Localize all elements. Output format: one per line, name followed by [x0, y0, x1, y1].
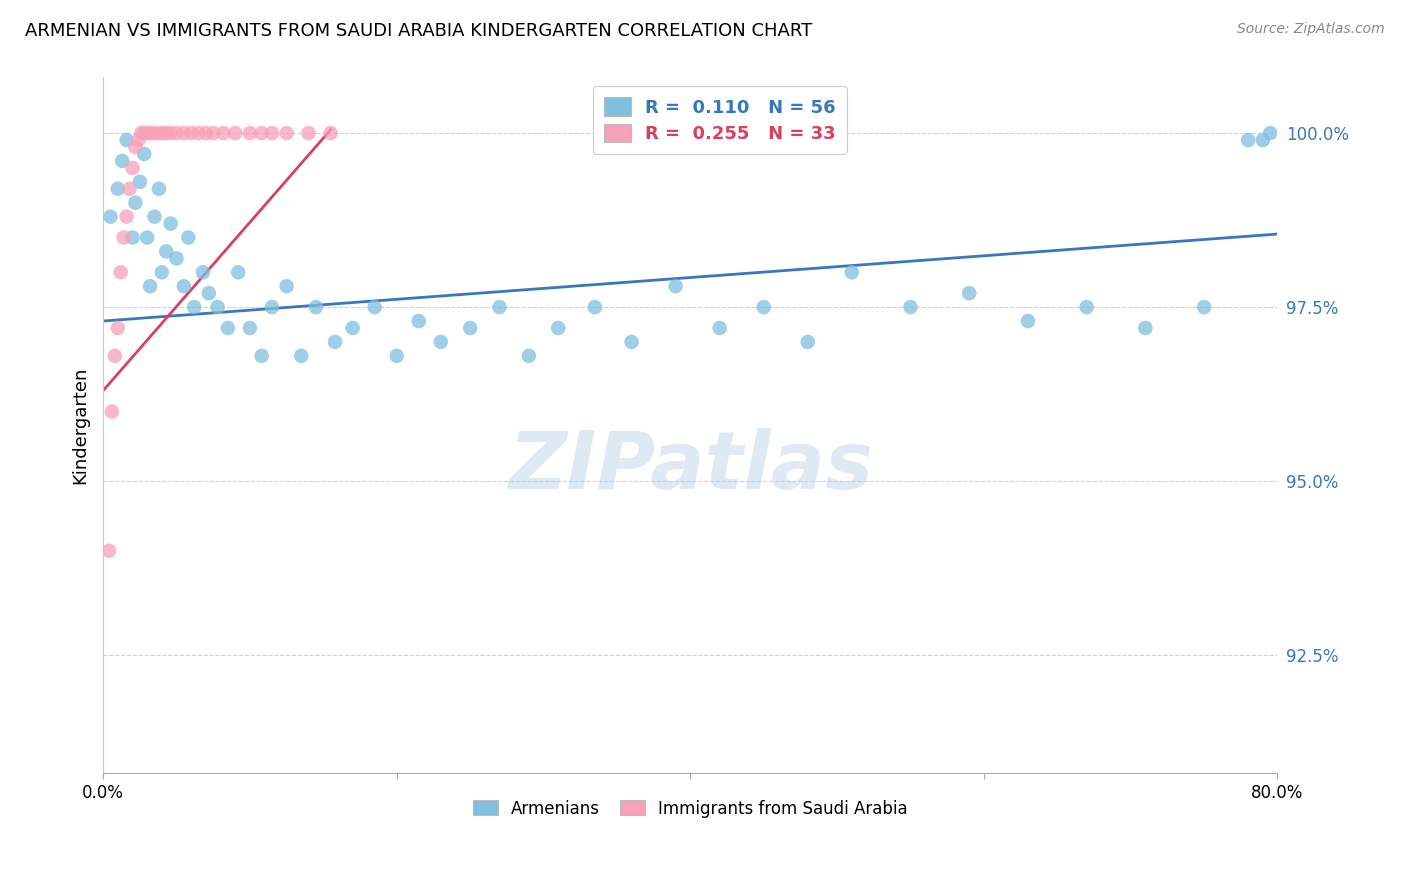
Point: [118, 182, 141, 196]
Point: [709, 321, 731, 335]
Point: [239, 126, 262, 140]
Point: [796, 334, 818, 349]
Point: [136, 126, 159, 140]
Point: [488, 300, 510, 314]
Point: [155, 126, 177, 140]
Point: [250, 126, 273, 140]
Point: [121, 230, 143, 244]
Point: [620, 334, 643, 349]
Point: [112, 230, 135, 244]
Text: ZIPatlas: ZIPatlas: [508, 428, 873, 506]
Point: [900, 300, 922, 314]
Point: [202, 126, 225, 140]
Point: [159, 126, 181, 140]
Point: [1258, 126, 1281, 140]
Point: [1017, 314, 1039, 328]
Point: [127, 133, 149, 147]
Point: [217, 321, 239, 335]
Point: [207, 300, 229, 314]
Point: [239, 321, 262, 335]
Point: [173, 126, 195, 140]
Point: [298, 126, 321, 140]
Point: [385, 349, 408, 363]
Point: [173, 279, 195, 293]
Point: [408, 314, 430, 328]
Point: [159, 217, 181, 231]
Point: [212, 126, 235, 140]
Point: [319, 126, 342, 140]
Point: [110, 265, 132, 279]
Point: [276, 126, 298, 140]
Point: [665, 279, 688, 293]
Point: [323, 334, 346, 349]
Point: [134, 126, 156, 140]
Y-axis label: Kindergarten: Kindergarten: [72, 367, 89, 484]
Point: [305, 300, 328, 314]
Point: [260, 126, 283, 140]
Point: [290, 349, 312, 363]
Point: [98, 543, 121, 558]
Point: [148, 182, 170, 196]
Point: [1076, 300, 1098, 314]
Point: [134, 147, 156, 161]
Point: [224, 126, 246, 140]
Point: [166, 126, 188, 140]
Point: [364, 300, 387, 314]
Point: [180, 126, 202, 140]
Point: [547, 321, 569, 335]
Point: [841, 265, 863, 279]
Point: [136, 230, 159, 244]
Point: [129, 126, 152, 140]
Point: [187, 126, 209, 140]
Point: [139, 279, 162, 293]
Point: [429, 334, 451, 349]
Point: [100, 210, 122, 224]
Point: [957, 286, 980, 301]
Point: [260, 300, 283, 314]
Point: [583, 300, 606, 314]
Point: [342, 321, 364, 335]
Point: [517, 349, 540, 363]
Point: [155, 244, 177, 259]
Point: [107, 321, 129, 335]
Point: [150, 265, 173, 279]
Point: [101, 404, 124, 418]
Point: [194, 126, 217, 140]
Point: [124, 140, 146, 154]
Point: [145, 126, 167, 140]
Point: [141, 126, 163, 140]
Point: [166, 252, 188, 266]
Point: [150, 126, 173, 140]
Point: [1192, 300, 1215, 314]
Point: [104, 349, 127, 363]
Point: [177, 230, 200, 244]
Point: [276, 279, 298, 293]
Point: [1135, 321, 1157, 335]
Text: Source: ZipAtlas.com: Source: ZipAtlas.com: [1237, 22, 1385, 37]
Point: [124, 195, 146, 210]
Point: [1237, 133, 1260, 147]
Point: [458, 321, 481, 335]
Point: [107, 182, 129, 196]
Legend: Armenians, Immigrants from Saudi Arabia: Armenians, Immigrants from Saudi Arabia: [465, 793, 915, 824]
Point: [226, 265, 249, 279]
Point: [143, 210, 166, 224]
Point: [191, 265, 214, 279]
Point: [128, 175, 150, 189]
Point: [1251, 133, 1274, 147]
Point: [121, 161, 143, 175]
Point: [250, 349, 273, 363]
Point: [198, 286, 221, 301]
Point: [183, 300, 205, 314]
Text: ARMENIAN VS IMMIGRANTS FROM SAUDI ARABIA KINDERGARTEN CORRELATION CHART: ARMENIAN VS IMMIGRANTS FROM SAUDI ARABIA…: [25, 22, 813, 40]
Point: [115, 210, 138, 224]
Point: [752, 300, 775, 314]
Point: [115, 133, 138, 147]
Point: [111, 153, 134, 168]
